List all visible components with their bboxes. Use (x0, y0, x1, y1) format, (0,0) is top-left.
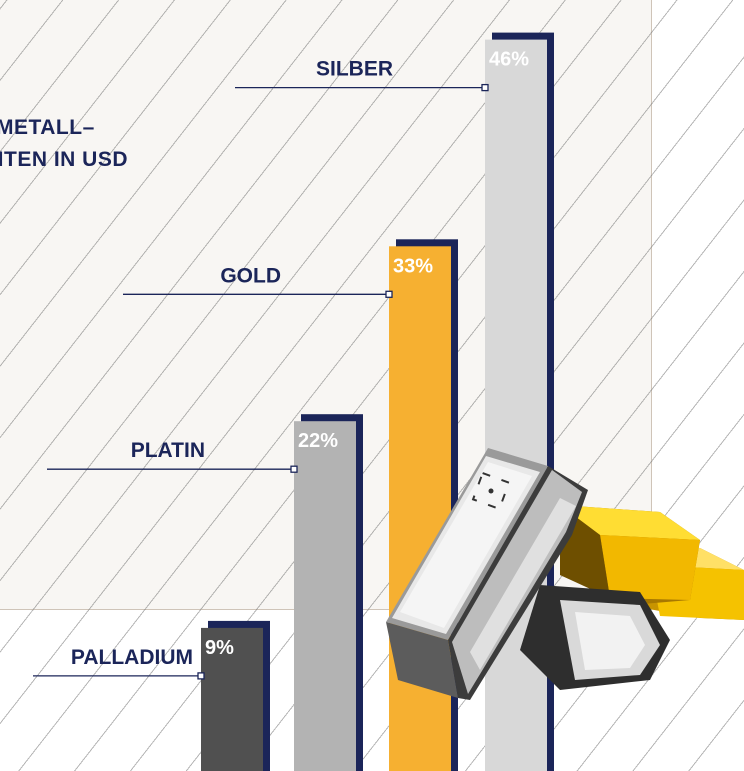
value-label-silber: 46% (489, 49, 529, 71)
bar-platin (294, 421, 356, 771)
silver-bar-back-icon (520, 585, 670, 690)
chart-title-line-1: METALL– (0, 116, 95, 139)
category-label-platin: PLATIN (131, 439, 205, 462)
leader-dot-gold (385, 290, 393, 298)
value-label-gold: 33% (393, 255, 433, 277)
value-label-platin: 22% (298, 430, 338, 452)
leader-dot-platin (290, 465, 298, 473)
category-label-silber: SILBER (316, 58, 393, 81)
silver-bar-front-icon (386, 448, 588, 700)
bar-palladium (201, 627, 263, 771)
chart-title: METALL– DITEN IN USD (0, 112, 128, 176)
metal-bars-icon (386, 448, 744, 700)
chart-title-line-2: DITEN IN USD (0, 148, 129, 171)
category-label-gold: GOLD (220, 264, 281, 287)
leader-dot-silber (481, 83, 489, 92)
bar-stamp-mark-icon (471, 471, 511, 511)
leader-dot-palladium (197, 672, 205, 680)
category-label-palladium: PALLADIUM (71, 646, 193, 669)
value-label-palladium: 9% (205, 637, 234, 659)
